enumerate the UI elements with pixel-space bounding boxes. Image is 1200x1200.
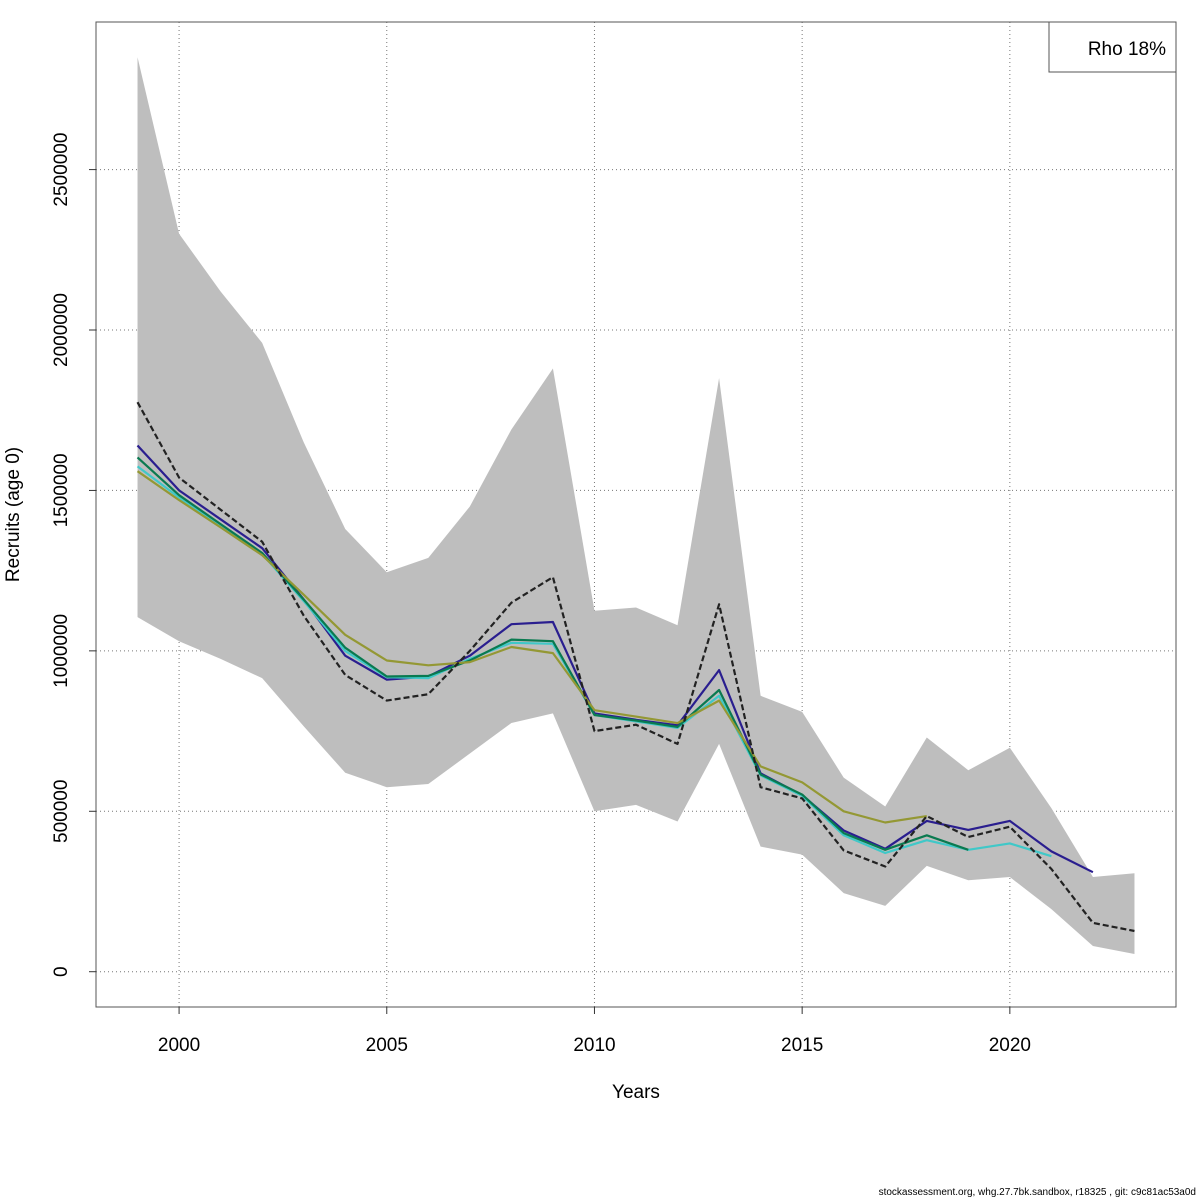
x-tick-label: 2005 <box>366 1035 408 1056</box>
legend-text: Rho 18% <box>1088 39 1166 60</box>
footer-credit: stockassessment.org, whg.27.7bk.sandbox,… <box>878 1187 1196 1198</box>
x-tick-label: 2000 <box>158 1035 200 1056</box>
x-axis-title: Years <box>612 1082 660 1103</box>
y-axis: 0 500000 1000000 1500000 2000000 2500000 <box>51 133 96 977</box>
series-layer <box>136 401 1135 933</box>
x-axis: 2000 2005 2010 2015 2020 <box>158 1007 1031 1056</box>
series-line-1 <box>136 401 1135 933</box>
x-tick-label: 2010 <box>573 1035 615 1056</box>
y-tick-label: 1500000 <box>51 453 72 527</box>
plot-frame <box>95 21 1177 1008</box>
y-tick-label: 0 <box>51 966 72 977</box>
confidence-band <box>137 57 1135 955</box>
y-tick-label: 1000000 <box>51 614 72 688</box>
legend: Rho 18% <box>1048 21 1177 73</box>
y-tick-label: 2500000 <box>51 133 72 207</box>
series-line-5 <box>136 470 927 824</box>
x-tick-label: 2015 <box>781 1035 823 1056</box>
legend-box <box>1048 21 1177 73</box>
x-tick-label: 2020 <box>989 1035 1031 1056</box>
y-tick-label: 2000000 <box>51 293 72 367</box>
confidence-band-layer <box>137 57 1135 955</box>
y-tick-label: 500000 <box>51 780 72 843</box>
grid-layer <box>96 22 1176 1007</box>
y-axis-title: Recruits (age 0) <box>3 447 24 582</box>
